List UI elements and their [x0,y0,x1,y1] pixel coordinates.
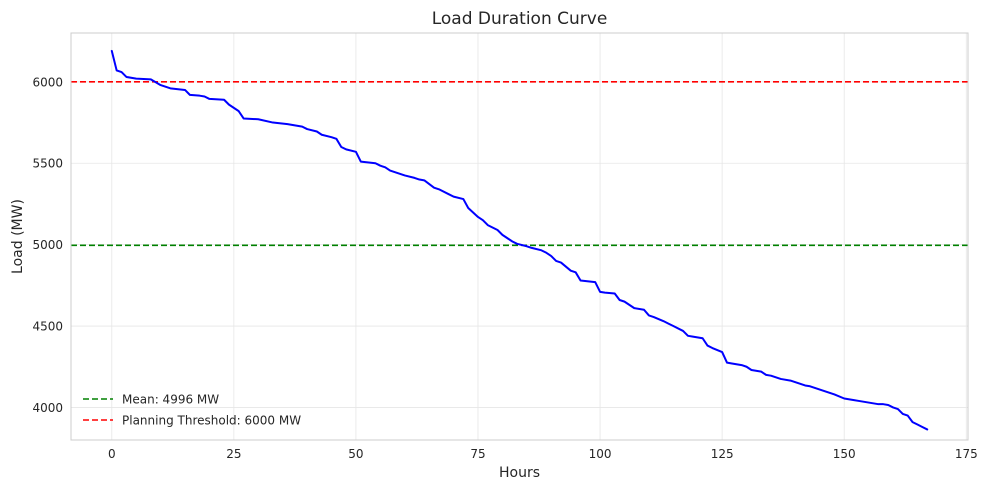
series-layer [110,49,929,431]
x-tick-label: 75 [470,447,485,461]
legend-label-threshold: Planning Threshold: 6000 MW [122,414,301,428]
plot-frame [70,32,969,441]
y-tick-label: 6000 [32,75,63,89]
legend: Mean: 4996 MW Planning Threshold: 6000 M… [83,393,301,428]
y-tick-label: 4500 [32,320,63,334]
y-tick-label: 4000 [32,401,63,415]
x-tick-label: 125 [711,447,734,461]
x-tick-label: 0 [108,447,116,461]
y-tick-label: 5000 [32,238,63,252]
x-tick-label: 150 [833,447,856,461]
x-tick-label: 100 [589,447,612,461]
x-tick-label: 25 [226,447,241,461]
x-tick-label: 50 [348,447,363,461]
legend-label-mean: Mean: 4996 MW [122,393,219,407]
y-axis-ticks: 4000 4500 5000 5500 6000 [32,75,63,415]
x-tick-label: 175 [955,447,978,461]
grid [71,33,968,440]
y-tick-label: 5500 [32,157,63,171]
load-series-line [110,49,929,431]
reference-lines [71,81,968,247]
chart-title: Load Duration Curve [432,9,608,29]
y-axis-label: Load (MW) [10,199,26,274]
x-axis-ticks: 0 25 50 75 100 125 150 175 [108,447,978,461]
x-axis-label: Hours [499,465,540,481]
